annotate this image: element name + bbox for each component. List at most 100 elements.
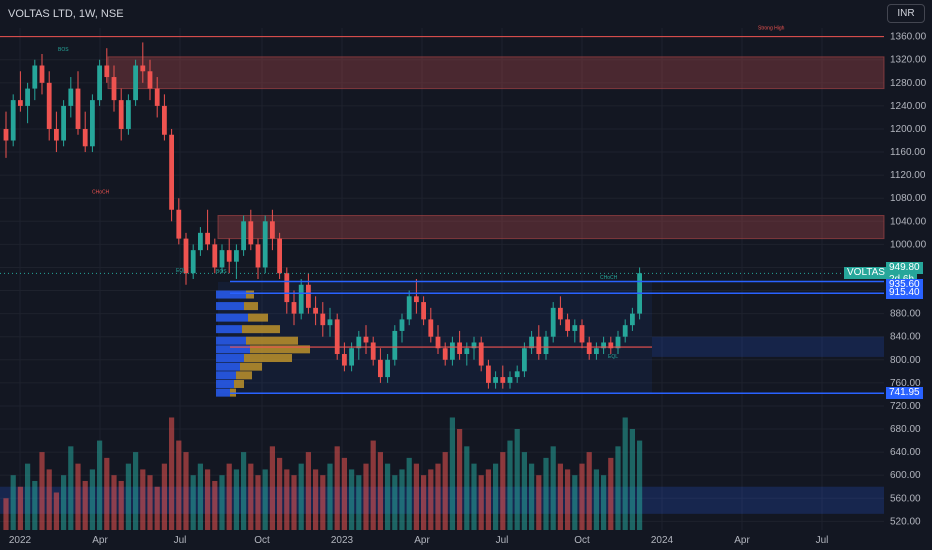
volume-bar (104, 457, 110, 530)
vp-row-down (236, 371, 252, 380)
candle-body (198, 232, 203, 251)
volume-bar (392, 475, 398, 530)
y-tick-label: 1000.00 (890, 239, 927, 250)
volume-bar (478, 475, 484, 530)
volume-bar (349, 469, 355, 530)
candle-body (435, 336, 441, 349)
volume-bar (385, 463, 391, 530)
chart-annotation: EQL (608, 354, 618, 360)
volume-bar (536, 475, 542, 530)
volume-bar (53, 492, 59, 530)
y-tick-label: 720.00 (890, 401, 921, 412)
candle-body (421, 302, 426, 320)
y-tick-label: 800.00 (890, 355, 921, 366)
annotations: Strong High BOS CHoCH EQL CHoCH EQL BOS (58, 26, 785, 360)
vp-row-down (242, 325, 280, 334)
supply-zones (0, 56, 885, 514)
candle-body (313, 307, 318, 314)
volume-bar (133, 452, 139, 530)
volume-bar (421, 475, 427, 530)
candle-body (61, 105, 66, 141)
volume-bar (169, 417, 175, 530)
candle-body (471, 342, 477, 349)
volume-bar (457, 429, 463, 530)
volume-bar (75, 463, 81, 530)
volume-bar (68, 446, 74, 530)
volume-bar (442, 452, 448, 530)
candle-body (370, 342, 376, 360)
volume-bar (39, 452, 45, 530)
volume-bar (615, 446, 621, 530)
time-axis[interactable]: 2022 Apr Jul Oct 2023 Apr Jul Oct 2024 Apr Jul (9, 535, 829, 546)
volume-bar (320, 475, 326, 530)
volume-bar (17, 486, 23, 530)
volume-bar (118, 480, 124, 530)
volume-bar (356, 475, 362, 530)
y-tick-label: 1160.00 (890, 147, 926, 158)
vp-row-down (244, 302, 258, 311)
candle-body (18, 100, 23, 106)
candle-body (464, 348, 470, 355)
volume-bar (197, 463, 203, 530)
vp-row-up (216, 362, 240, 371)
candle-body (536, 336, 542, 355)
candle-body (205, 232, 210, 245)
y-tick-label: 840.00 (890, 332, 921, 343)
vp-row-down (246, 336, 298, 345)
vp-row-down (240, 362, 262, 371)
candle-body (450, 342, 455, 360)
candle-body (529, 336, 534, 349)
volume-bar (212, 480, 218, 530)
vp-row-up (216, 313, 248, 322)
volume-bar (327, 463, 333, 530)
volume-bar (586, 452, 592, 530)
grid (0, 28, 884, 530)
candle-body (565, 319, 570, 331)
y-tick-label: 520.00 (890, 516, 921, 527)
volume-bar (176, 440, 182, 530)
volume-bar (226, 463, 232, 530)
volume-bar (291, 475, 297, 530)
candle-body (133, 65, 138, 101)
candle-body (334, 319, 340, 355)
vp-row-up (216, 302, 244, 311)
volume-bar (622, 417, 628, 530)
candle-body (428, 319, 434, 337)
volume-bar (97, 440, 103, 530)
vp-row-up (216, 354, 244, 363)
volume-bar (219, 475, 225, 530)
volume-bar (205, 469, 211, 530)
level-badge: 915.40 (886, 287, 923, 300)
currency-button[interactable]: INR (887, 4, 925, 23)
candle-body (97, 65, 102, 101)
vp-row-down (250, 345, 310, 354)
candle-body (507, 377, 513, 383)
candle-body (39, 65, 45, 83)
y-tick-label: 1320.00 (890, 55, 927, 66)
volume-bar (449, 417, 455, 530)
volume-bar (305, 452, 311, 530)
volume-bar (277, 457, 283, 530)
ticker-flag: VOLTAS (844, 267, 888, 280)
volume-bar (255, 475, 261, 530)
volume-bar (377, 452, 383, 530)
candle-body (406, 296, 412, 320)
candle-body (327, 319, 333, 326)
candle-body (399, 319, 405, 331)
volume-bar (125, 463, 131, 530)
y-tick-label: 1080.00 (890, 193, 927, 204)
candle-body (550, 307, 556, 337)
volume-bar (637, 440, 643, 530)
volume-bar (61, 475, 67, 530)
volume-bar (147, 475, 153, 530)
x-tick-label: 2022 (9, 535, 32, 546)
y-tick-label: 1200.00 (890, 124, 927, 135)
volume-bar (284, 469, 290, 530)
vp-row-up (216, 388, 230, 397)
candle-body (442, 348, 448, 360)
candle-body (500, 377, 506, 383)
vp-row-down (246, 290, 254, 299)
volume-bar (471, 463, 477, 530)
candle-body (25, 88, 30, 106)
